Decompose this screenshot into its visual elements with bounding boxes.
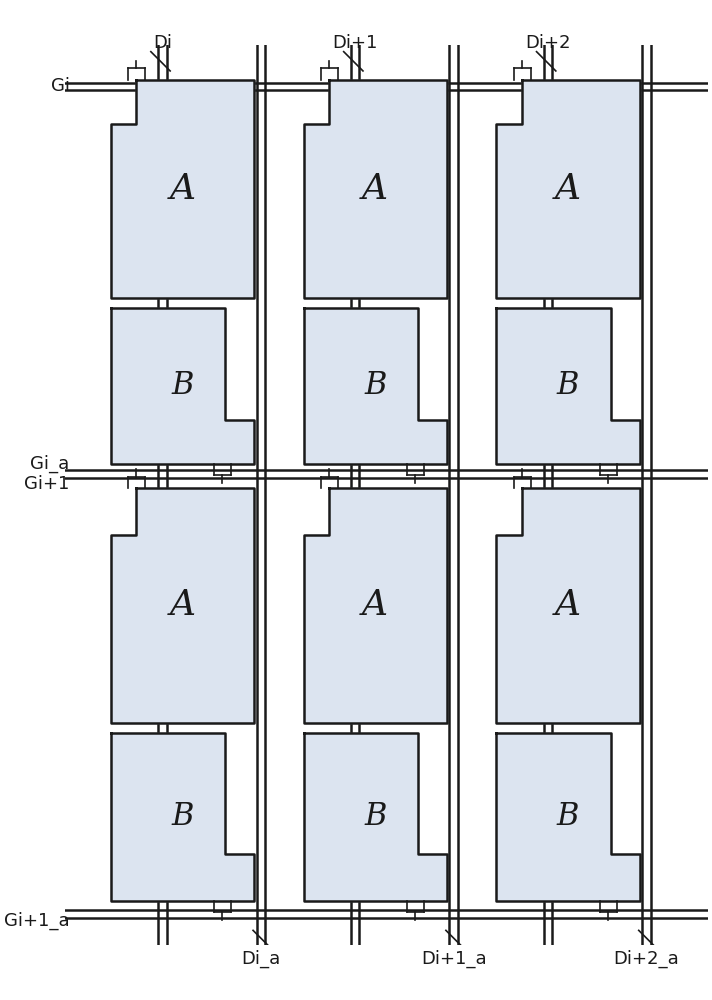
Polygon shape [496,308,639,464]
Text: B: B [557,370,580,401]
Text: Di+2: Di+2 [525,34,571,52]
Text: A: A [555,172,581,206]
Polygon shape [303,488,447,723]
Polygon shape [303,733,447,901]
Text: B: B [364,370,387,401]
Text: B: B [171,801,194,832]
Text: Di_a: Di_a [241,950,281,968]
Text: B: B [364,801,387,832]
Polygon shape [303,308,447,464]
Text: Gi+1: Gi+1 [24,475,70,493]
Text: B: B [171,370,194,401]
Text: Di+1: Di+1 [333,34,378,52]
Text: A: A [362,172,388,206]
Text: A: A [169,588,195,622]
Polygon shape [496,80,639,298]
Text: Gi+1_a: Gi+1_a [4,912,70,930]
Text: B: B [557,801,580,832]
Polygon shape [110,308,254,464]
Text: Di+2_a: Di+2_a [614,950,679,968]
Text: Gi: Gi [51,77,70,95]
Text: A: A [555,588,581,622]
Text: Di+1_a: Di+1_a [421,950,486,968]
Polygon shape [303,80,447,298]
Text: A: A [362,588,388,622]
Polygon shape [110,488,254,723]
Polygon shape [496,488,639,723]
Text: Gi_a: Gi_a [31,455,70,473]
Text: A: A [169,172,195,206]
Polygon shape [110,733,254,901]
Polygon shape [496,733,639,901]
Polygon shape [110,80,254,298]
Text: Di: Di [153,34,172,52]
